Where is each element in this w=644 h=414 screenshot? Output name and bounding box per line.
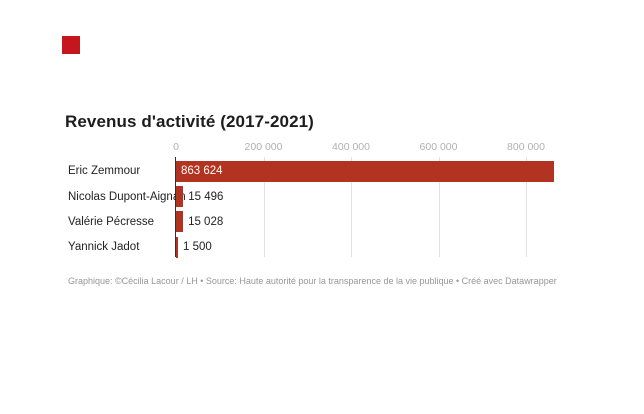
gridline bbox=[351, 157, 352, 257]
value-label: 15 496 bbox=[188, 190, 224, 203]
category-label: Yannick Jadot bbox=[68, 241, 140, 254]
chart-title: Revenus d'activité (2017-2021) bbox=[65, 112, 314, 131]
bar-nicolas-dupont-aignan bbox=[176, 186, 183, 208]
category-label: Valérie Pécresse bbox=[68, 215, 155, 228]
category-label: Nicolas Dupont-Aignan bbox=[68, 190, 186, 203]
y-axis-line bbox=[175, 157, 176, 257]
bar-val-rie-p-cresse bbox=[176, 211, 183, 233]
value-label: 1 500 bbox=[183, 241, 212, 254]
gridline bbox=[263, 157, 265, 257]
category-label: Eric Zemmour bbox=[68, 165, 141, 178]
gridline bbox=[438, 157, 440, 257]
x-axis-tick-label: 200 000 bbox=[244, 141, 283, 153]
x-axis-tick-label: 400 000 bbox=[332, 141, 370, 153]
bar-eric-zemmour bbox=[176, 160, 554, 182]
value-label: 863 624 bbox=[181, 165, 223, 178]
bar-yannick-jadot bbox=[176, 236, 178, 258]
x-axis-tick-label: 600 000 bbox=[419, 141, 458, 153]
gridline bbox=[526, 157, 527, 257]
x-axis-tick-label: 800 000 bbox=[507, 141, 545, 153]
credit-source-line: Graphique: ©Cécilia Lacour / LH • Source… bbox=[68, 276, 557, 286]
brand-logo-red-square-icon[interactable] bbox=[62, 36, 80, 54]
value-label: 15 028 bbox=[188, 215, 224, 228]
x-axis-tick-label: 0 bbox=[173, 141, 179, 153]
